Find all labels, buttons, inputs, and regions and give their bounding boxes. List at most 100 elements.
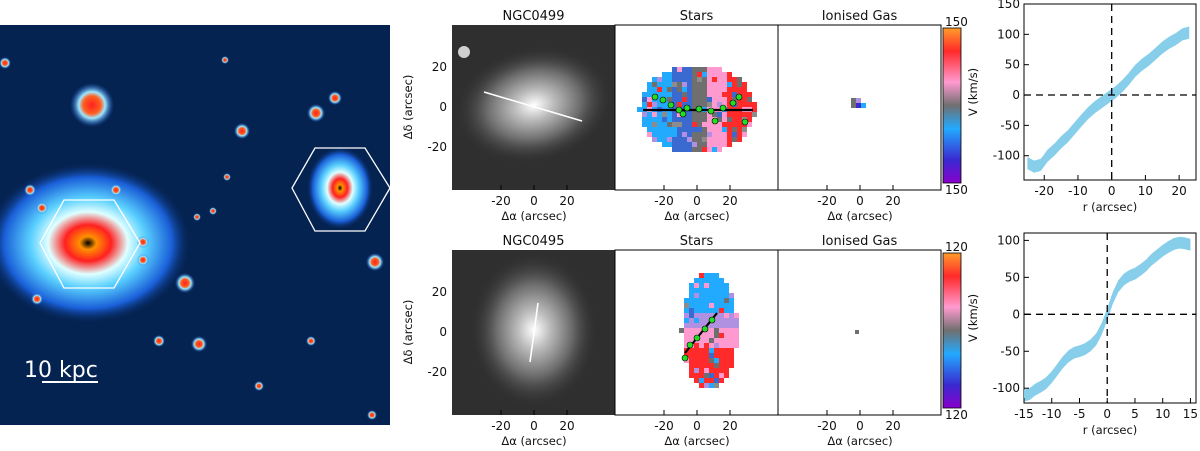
- velocity-pixel: [699, 323, 704, 328]
- velocity-pixel: [717, 122, 722, 127]
- gas-pixel: [861, 103, 866, 108]
- velocity-pixel: [729, 318, 734, 323]
- velocity-pixel: [702, 77, 707, 82]
- velocity-pixel: [692, 142, 697, 147]
- velocity-pixel: [734, 328, 739, 333]
- velocity-pixel: [652, 77, 657, 82]
- velocity-pixel: [697, 82, 702, 87]
- velocity-pixel: [714, 273, 719, 278]
- velocity-pixel: [672, 82, 677, 87]
- velocity-pixel: [642, 117, 647, 122]
- major-axis-line: [529, 302, 539, 363]
- velocity-pixel: [689, 328, 694, 333]
- x-tick-label: 0: [1103, 407, 1111, 421]
- velocity-pixel: [724, 328, 729, 333]
- velocity-pixel: [719, 298, 724, 303]
- velocity-pixel: [714, 293, 719, 298]
- velocity-pixel: [737, 112, 742, 117]
- velocity-pixel: [742, 97, 747, 102]
- velocity-pixel: [747, 112, 752, 117]
- velocity-pixel: [714, 298, 719, 303]
- velocity-pixel: [709, 338, 714, 343]
- velocity-pixel: [694, 353, 699, 358]
- velocity-pixel: [729, 328, 734, 333]
- velocity-pixel: [707, 137, 712, 142]
- velocity-pixel: [667, 117, 672, 122]
- velocity-pixel: [707, 122, 712, 127]
- velocity-pixel: [684, 313, 689, 318]
- velocity-pixel: [699, 273, 704, 278]
- gas-pixel: [855, 330, 859, 334]
- velocity-pixel: [712, 97, 717, 102]
- velocity-pixel: [694, 343, 699, 348]
- velocity-pixel: [687, 67, 692, 72]
- gas-pixel: [851, 98, 856, 103]
- velocity-pixel: [687, 102, 692, 107]
- velocity-pixel: [687, 142, 692, 147]
- velocity-pixel: [662, 112, 667, 117]
- velocity-pixel: [709, 308, 714, 313]
- velocity-pixel: [684, 328, 689, 333]
- velocity-pixel: [707, 67, 712, 72]
- velocity-pixel: [694, 323, 699, 328]
- x-axis-label: Δα (arcsec): [827, 209, 892, 223]
- velocity-pixel: [732, 127, 737, 132]
- velocity-pixel: [689, 363, 694, 368]
- velocity-pixel: [724, 348, 729, 353]
- velocity-pixel: [677, 77, 682, 82]
- velocity-pixel: [702, 147, 707, 152]
- velocity-pixel: [727, 132, 732, 137]
- velocity-pixel: [692, 72, 697, 77]
- green-marker: [701, 325, 709, 333]
- green-marker: [681, 354, 689, 362]
- velocity-pixel: [699, 318, 704, 323]
- green-marker: [719, 104, 727, 112]
- velocity-pixel: [697, 142, 702, 147]
- velocity-pixel: [724, 298, 729, 303]
- velocity-pixel: [684, 298, 689, 303]
- velocity-pixel: [697, 137, 702, 142]
- velocity-pixel: [722, 82, 727, 87]
- velocity-pixel: [647, 117, 652, 122]
- velocity-pixel: [684, 338, 689, 343]
- velocity-pixel: [717, 67, 722, 72]
- velocity-pixel: [724, 318, 729, 323]
- velocity-pixel: [742, 87, 747, 92]
- x-tick-label: -20: [491, 194, 511, 208]
- velocity-pixel: [734, 333, 739, 338]
- velocity-pixel: [697, 122, 702, 127]
- velocity-pixel: [719, 363, 724, 368]
- velocity-pixel: [714, 373, 719, 378]
- velocity-pixel: [689, 368, 694, 373]
- velocity-pixel: [709, 323, 714, 328]
- velocity-pixel: [684, 323, 689, 328]
- panel-title: NGC0499: [503, 9, 565, 24]
- velocity-pixel: [704, 308, 709, 313]
- velocity-pixel: [694, 373, 699, 378]
- velocity-pixel: [714, 348, 719, 353]
- velocity-pixel: [689, 338, 694, 343]
- velocity-pixel: [642, 97, 647, 102]
- velocity-pixel: [642, 92, 647, 97]
- velocity-pixel: [724, 313, 729, 318]
- velocity-pixel: [687, 72, 692, 77]
- velocity-pixel: [652, 137, 657, 142]
- velocity-pixel: [714, 323, 719, 328]
- velocity-pixel: [717, 82, 722, 87]
- velocity-pixel: [692, 112, 697, 117]
- velocity-pixel: [689, 313, 694, 318]
- green-marker: [651, 93, 659, 101]
- velocity-pixel: [714, 378, 719, 383]
- velocity-pixel: [694, 363, 699, 368]
- velocity-pixel: [652, 112, 657, 117]
- velocity-pixel: [697, 92, 702, 97]
- velocity-pixel: [747, 117, 752, 122]
- velocity-pixel: [697, 102, 702, 107]
- velocity-pixel: [694, 293, 699, 298]
- velocity-pixel: [672, 92, 677, 97]
- velocity-pixel: [729, 333, 734, 338]
- velocity-pixel: [729, 363, 734, 368]
- velocity-pixel: [699, 293, 704, 298]
- velocity-pixel: [732, 97, 737, 102]
